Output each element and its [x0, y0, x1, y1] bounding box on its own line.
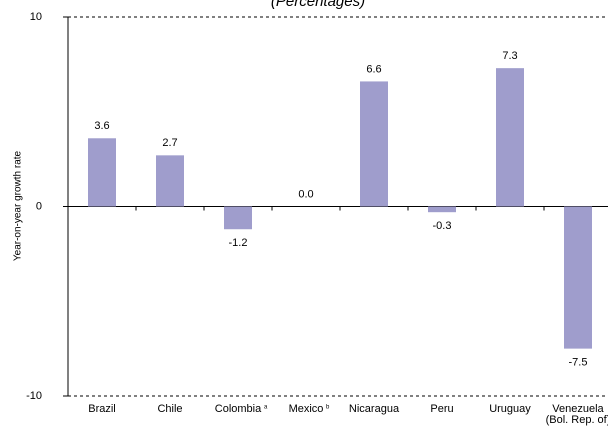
x-tick-label: Uruguay	[489, 403, 531, 415]
y-tick-label: 0	[36, 200, 42, 212]
value-label: 6.6	[366, 63, 381, 75]
category-note: a	[264, 405, 268, 411]
chart-title: (Percentages)	[271, 0, 365, 10]
bar	[88, 138, 116, 207]
y-axis-label: Year-on-year growth rate	[13, 150, 24, 261]
bar	[564, 206, 592, 349]
value-label: -7.5	[569, 357, 588, 369]
x-tick-label: Colombia	[215, 403, 262, 415]
value-label: 3.6	[94, 120, 109, 132]
x-tick-label: Mexico	[289, 403, 324, 415]
x-tick-label: Venezuela (Bol. Rep. of)	[546, 403, 608, 426]
x-tick-label: Nicaragua	[349, 403, 400, 415]
value-label: -0.3	[433, 220, 452, 232]
x-tick-label: Chile	[157, 403, 182, 415]
y-tick-label: -10	[26, 390, 42, 402]
bar	[156, 155, 184, 207]
x-tick-label: Brazil	[88, 403, 116, 415]
value-label: -1.2	[229, 237, 248, 249]
bar	[496, 68, 524, 207]
bar	[428, 206, 456, 213]
value-label: 0.0	[298, 188, 313, 200]
value-label: 2.7	[162, 137, 177, 149]
category-note: b	[326, 405, 330, 411]
bar	[224, 206, 252, 230]
y-tick-label: 10	[30, 11, 42, 23]
value-label: 7.3	[502, 50, 517, 62]
bar	[360, 81, 388, 207]
x-tick-label: Peru	[430, 403, 453, 415]
